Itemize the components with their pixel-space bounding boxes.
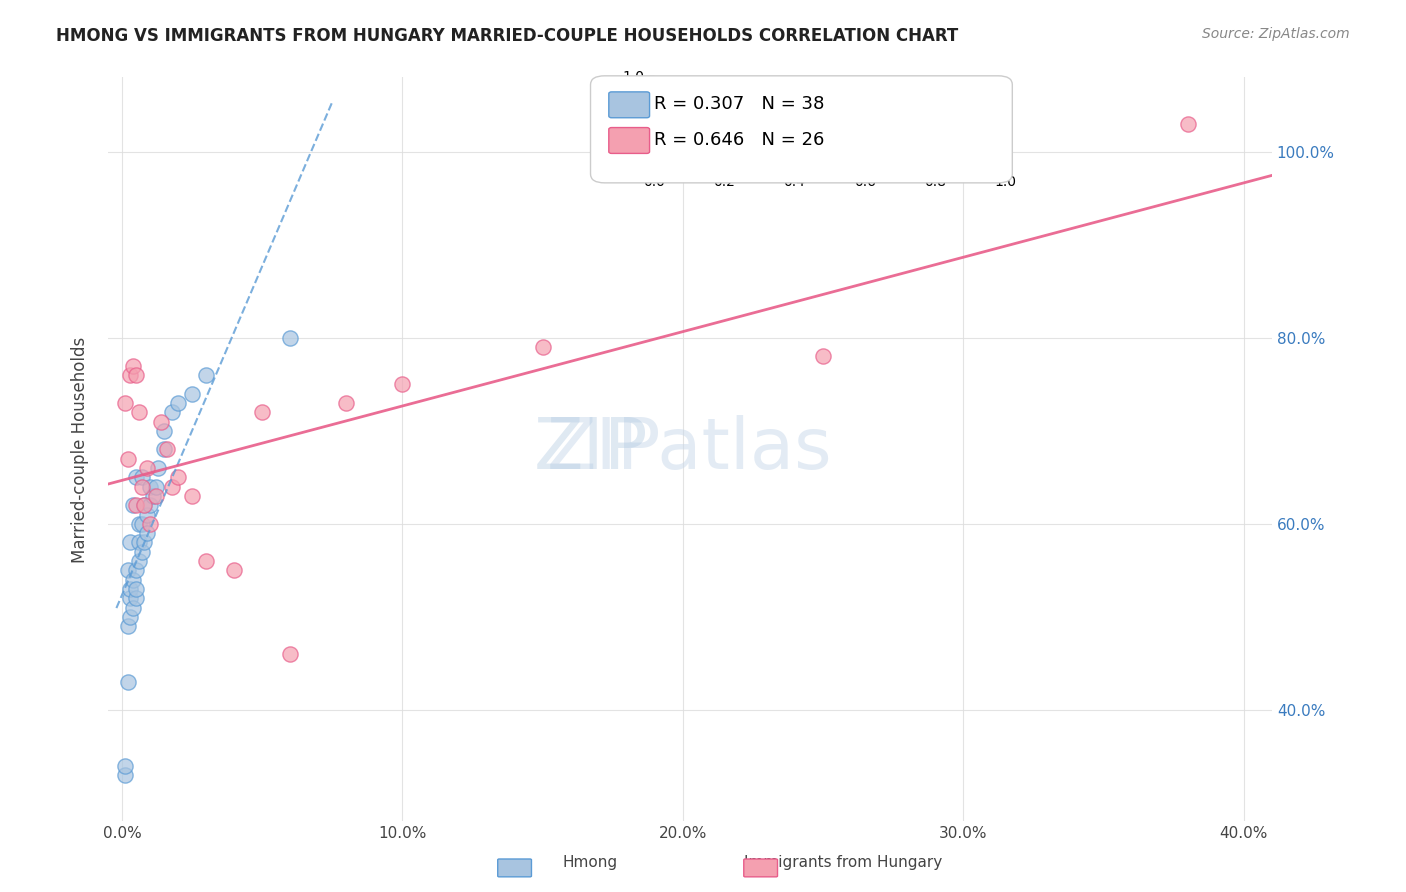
Point (125, 591, 148, 606)
Point (125, 470, 148, 484)
Point (139, 516, 162, 531)
Point (114, 768, 136, 782)
Point (148, 461, 170, 475)
Point (131, 480, 153, 494)
Point (136, 526, 159, 541)
Point (122, 359, 145, 373)
Point (120, 610, 142, 624)
Point (122, 600, 145, 615)
Text: ZIPatlas: ZIPatlas (547, 415, 832, 484)
Point (252, 405, 274, 419)
Point (278, 331, 301, 345)
Point (131, 470, 153, 484)
Point (145, 480, 167, 494)
Point (195, 554, 218, 568)
Point (153, 424, 176, 438)
Point (131, 516, 153, 531)
Text: R = 0.307   N = 38: R = 0.307 N = 38 (654, 95, 824, 113)
Point (122, 498, 145, 512)
Point (120, 582, 142, 596)
Text: HMONG VS IMMIGRANTS FROM HUNGARY MARRIED-COUPLE HOUSEHOLDS CORRELATION CHART: HMONG VS IMMIGRANTS FROM HUNGARY MARRIED… (56, 27, 959, 45)
Point (128, 405, 150, 419)
Point (120, 535, 142, 549)
Point (391, 377, 413, 392)
Point (811, 350, 834, 364)
Point (195, 368, 218, 382)
Point (153, 442, 176, 457)
Point (134, 498, 156, 512)
Text: Source: ZipAtlas.com: Source: ZipAtlas.com (1202, 27, 1350, 41)
Point (117, 619, 139, 633)
Text: Hmong: Hmong (562, 855, 619, 870)
Point (125, 582, 148, 596)
Point (134, 535, 156, 549)
Point (125, 498, 148, 512)
Point (139, 498, 162, 512)
Point (125, 563, 148, 577)
Text: ZIP: ZIP (534, 415, 648, 484)
Point (156, 442, 179, 457)
Point (114, 396, 136, 410)
Point (128, 554, 150, 568)
Text: R = 0.646   N = 26: R = 0.646 N = 26 (654, 131, 824, 149)
Point (117, 675, 139, 690)
Point (181, 386, 204, 401)
Point (150, 415, 173, 429)
Point (128, 535, 150, 549)
Point (1177, 117, 1199, 131)
Point (125, 368, 148, 382)
Point (131, 545, 153, 559)
Point (335, 396, 357, 410)
Point (167, 470, 190, 484)
Point (142, 489, 165, 503)
Point (114, 758, 136, 772)
Point (145, 489, 167, 503)
Point (122, 573, 145, 587)
Point (120, 368, 142, 382)
Point (117, 451, 139, 466)
Point (167, 396, 190, 410)
Point (136, 508, 159, 522)
Point (278, 647, 301, 661)
Point (162, 480, 184, 494)
Point (134, 498, 156, 512)
Point (128, 516, 150, 531)
Text: Immigrants from Hungary: Immigrants from Hungary (744, 855, 943, 870)
Point (181, 489, 204, 503)
Point (162, 405, 184, 419)
Point (531, 340, 554, 354)
Y-axis label: Married-couple Households: Married-couple Households (72, 336, 89, 563)
Point (139, 480, 162, 494)
Point (224, 563, 246, 577)
Point (120, 591, 142, 606)
Point (117, 563, 139, 577)
Point (136, 461, 159, 475)
